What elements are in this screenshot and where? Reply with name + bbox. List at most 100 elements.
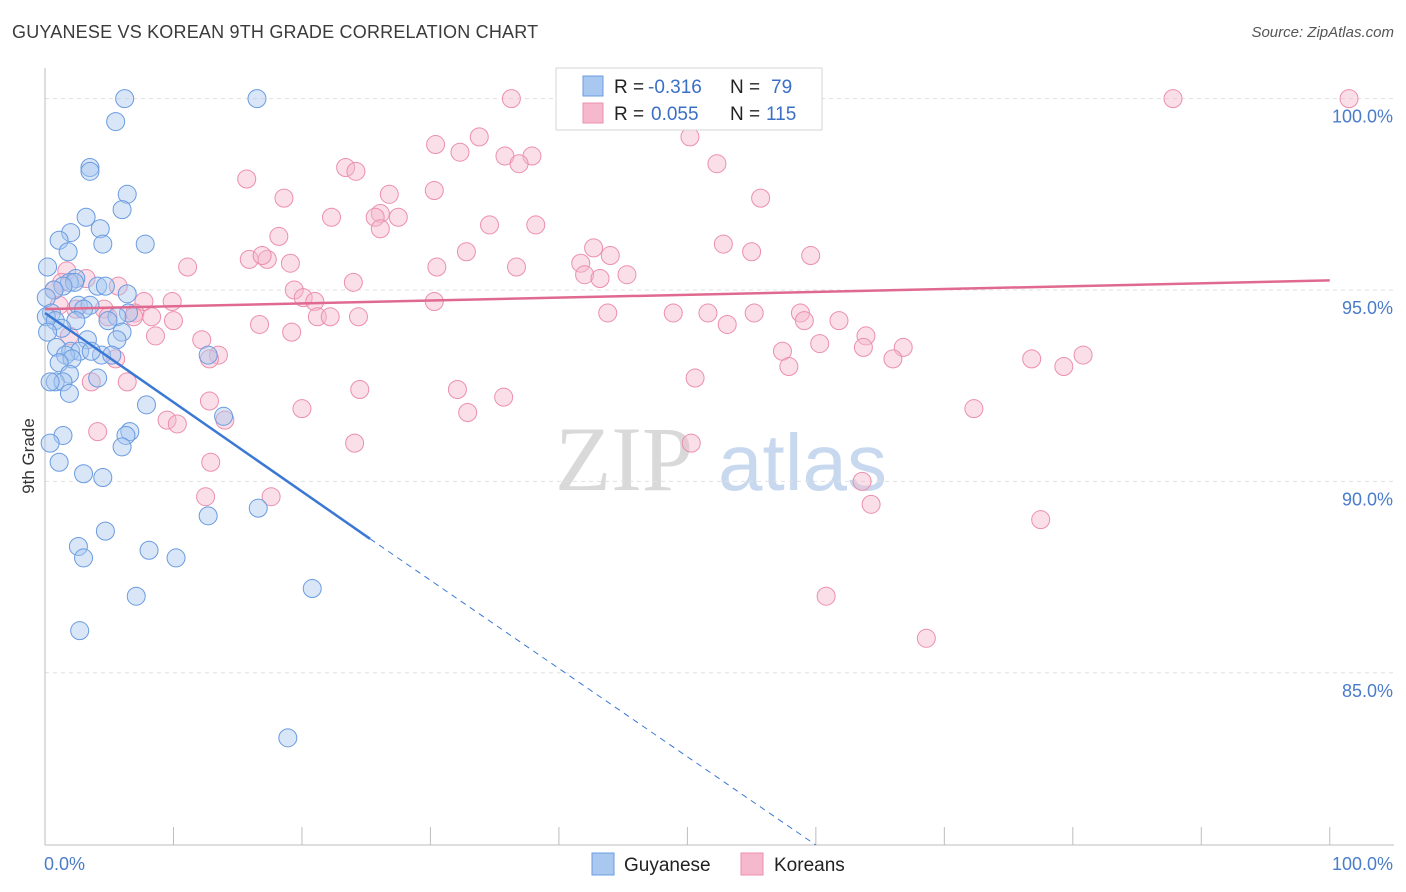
guyanese-point-53	[40, 372, 60, 392]
watermark: ZIP atlas	[555, 408, 887, 510]
guyanese-point-38	[107, 330, 127, 350]
x-tick-label-max: 100.0%	[1332, 854, 1393, 874]
koreans-point-110	[861, 494, 881, 514]
guyanese-point-9	[61, 223, 81, 243]
guyanese-point-5	[117, 184, 137, 204]
koreans-point-3	[1163, 89, 1183, 109]
guyanese-point-55	[136, 395, 156, 415]
y-tick-label-2: 90.0%	[1342, 489, 1393, 509]
koreans-point-100	[157, 410, 177, 430]
koreans-point-104	[345, 433, 365, 453]
koreans-point-43	[343, 272, 363, 292]
watermark-atlas: atlas	[718, 418, 887, 507]
guyanese-point-14	[38, 257, 58, 277]
koreans-point-65	[142, 307, 162, 327]
legend-n-label-koreans: N =	[730, 104, 760, 125]
guyanese-point-7	[76, 207, 96, 227]
guyanese-point-51	[45, 372, 65, 392]
legend-r-value-koreans: 0.055	[651, 104, 699, 125]
koreans-points	[44, 89, 1359, 648]
guyanese-point-19	[88, 276, 108, 296]
koreans-point-31	[801, 246, 821, 266]
guyanese-point-57	[120, 422, 140, 442]
guyanese-point-58	[116, 425, 136, 445]
legend-n-value-koreans: 115	[766, 104, 796, 125]
chart-title: GUYANESE VS KOREAN 9TH GRADE CORRELATION…	[12, 22, 539, 42]
koreans-point-62	[698, 303, 718, 323]
guyanese-point-17	[65, 272, 85, 292]
guyanese-point-21	[44, 280, 64, 300]
koreans-point-12	[336, 158, 356, 178]
y-tick-label-1: 95.0%	[1342, 298, 1393, 318]
guyanese-point-36	[38, 322, 58, 342]
bottom-legend-swatch-koreans	[740, 852, 764, 876]
guyanese-point-20	[95, 276, 115, 296]
koreans-point-21	[526, 215, 546, 235]
koreans-point-103	[88, 422, 108, 442]
koreans-point-72	[829, 311, 849, 331]
guyanese-point-12	[93, 234, 113, 254]
guyanese-point-42	[70, 341, 90, 361]
koreans-point-107	[852, 471, 872, 491]
guyanese-point-71	[166, 548, 186, 568]
trend-lines	[44, 279, 1330, 846]
koreans-point-98	[292, 399, 312, 419]
guyanese-point-50	[88, 368, 108, 388]
koreans-point-6	[426, 135, 446, 155]
koreans-point-1	[1339, 89, 1359, 109]
koreans-point-71	[717, 314, 737, 334]
legend-n-value-guyanese: 79	[771, 77, 792, 98]
koreans-point-7	[450, 142, 470, 162]
koreans-point-109	[261, 487, 281, 507]
koreans-point-88	[106, 349, 126, 369]
koreans-point-53	[305, 291, 325, 311]
guyanese-point-22	[117, 284, 137, 304]
koreans-point-28	[584, 238, 604, 258]
guyanese-point-34	[52, 318, 72, 338]
koreans-point-102	[167, 414, 187, 434]
koreans-point-80	[853, 337, 873, 357]
guyanese-trend-line	[44, 311, 371, 540]
koreans-point-26	[370, 219, 390, 239]
koreans-point-77	[145, 326, 165, 346]
koreans-point-29	[742, 242, 762, 262]
guyanese-trend-extension	[369, 538, 817, 846]
koreans-point-79	[856, 326, 876, 346]
guyanese-point-67	[95, 521, 115, 541]
legend-r-value-guyanese: -0.316	[648, 77, 702, 98]
koreans-point-13	[346, 161, 366, 181]
koreans-point-60	[598, 303, 618, 323]
koreans-point-90	[1054, 357, 1074, 377]
y-tick-labels: 100.0% 95.0% 90.0% 85.0%	[1332, 107, 1393, 701]
koreans-point-106	[201, 452, 221, 472]
koreans-point-115	[250, 314, 270, 334]
koreans-point-4	[469, 127, 489, 147]
koreans-point-91	[117, 372, 137, 392]
koreans-point-67	[320, 307, 340, 327]
bottom-legend-label-koreans: Koreans	[774, 855, 845, 876]
guyanese-point-1	[247, 89, 267, 109]
guyanese-point-8	[90, 219, 110, 239]
guyanese-point-45	[62, 349, 82, 369]
legend-swatch-koreans	[582, 102, 604, 124]
guyanese-point-69	[139, 540, 159, 560]
koreans-point-24	[480, 215, 500, 235]
koreans-point-23	[322, 207, 342, 227]
koreans-point-97	[458, 402, 478, 422]
guyanese-point-60	[40, 433, 60, 453]
guyanese-point-54	[59, 383, 79, 403]
guyanese-point-61	[112, 437, 132, 457]
guyanese-point-75	[278, 728, 298, 748]
koreans-point-18	[274, 188, 294, 208]
guyanese-point-24	[68, 295, 88, 315]
legend-r-label-guyanese: R =	[614, 77, 644, 98]
koreans-point-20	[388, 207, 408, 227]
guyanese-point-33	[98, 311, 118, 331]
legend-n-label-guyanese: N =	[730, 77, 760, 98]
koreans-point-2	[501, 89, 521, 109]
legend-swatch-guyanese	[582, 75, 604, 97]
guyanese-point-2	[106, 112, 126, 132]
guyanese-point-23	[36, 288, 56, 308]
guyanese-point-72	[302, 579, 322, 599]
koreans-point-37	[571, 253, 591, 273]
